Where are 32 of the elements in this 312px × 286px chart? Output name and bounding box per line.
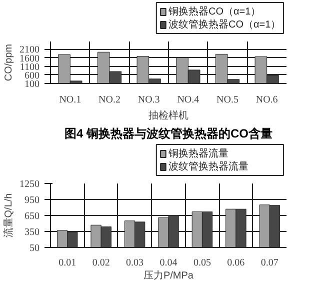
x-tick-label: 0.03 <box>126 258 144 268</box>
y-tick-label: 100 <box>24 79 40 90</box>
y-tick-label: 650 <box>24 211 40 222</box>
x-tick-label: NO.3 <box>138 94 160 106</box>
legend-label: 波纹管换热器CO（α=1） <box>168 18 281 30</box>
x-axis-title: 抽检样机 <box>148 110 188 122</box>
y-tick-label: 1100 <box>20 62 40 73</box>
x-tick-label: NO.6 <box>256 94 278 106</box>
caption: 图4 铜换热器与波纹管换热器的CO含量 <box>64 126 273 140</box>
x-tick-label: NO.5 <box>216 94 238 106</box>
y-tick-label: 1600 <box>20 53 40 64</box>
legend-label: 铜换热器流量 <box>168 148 228 160</box>
x-tick-label: NO.4 <box>177 94 200 106</box>
x-tick-label: 0.01 <box>58 258 76 268</box>
x-tick-label: 0.05 <box>193 258 211 268</box>
x-tick-label: NO.1 <box>59 94 82 106</box>
y-tick-label: 950 <box>24 195 40 206</box>
y-axis-title: 流量Q/L/h <box>2 193 14 238</box>
y-tick-label: 2100 <box>20 44 40 56</box>
y-tick-label: 600 <box>24 70 40 82</box>
x-tick-label: 0.02 <box>92 258 110 268</box>
x-tick-label: 0.04 <box>160 258 178 268</box>
y-tick-label: 350 <box>24 227 40 238</box>
x-axis-title: 压力P/MPa <box>143 270 194 282</box>
x-tick-label: 0.07 <box>260 258 278 268</box>
y-tick-label: 50 <box>30 243 40 254</box>
y-tick-label: 1250 <box>20 179 40 190</box>
x-tick-label: NO.2 <box>98 94 120 106</box>
x-tick-label: 0.06 <box>227 258 245 268</box>
legend-label: 铜换热器CO（α=1） <box>168 6 261 18</box>
y-axis-title: CO/ppm <box>4 44 14 82</box>
legend-label: 波纹管换热器流量 <box>168 160 248 172</box>
